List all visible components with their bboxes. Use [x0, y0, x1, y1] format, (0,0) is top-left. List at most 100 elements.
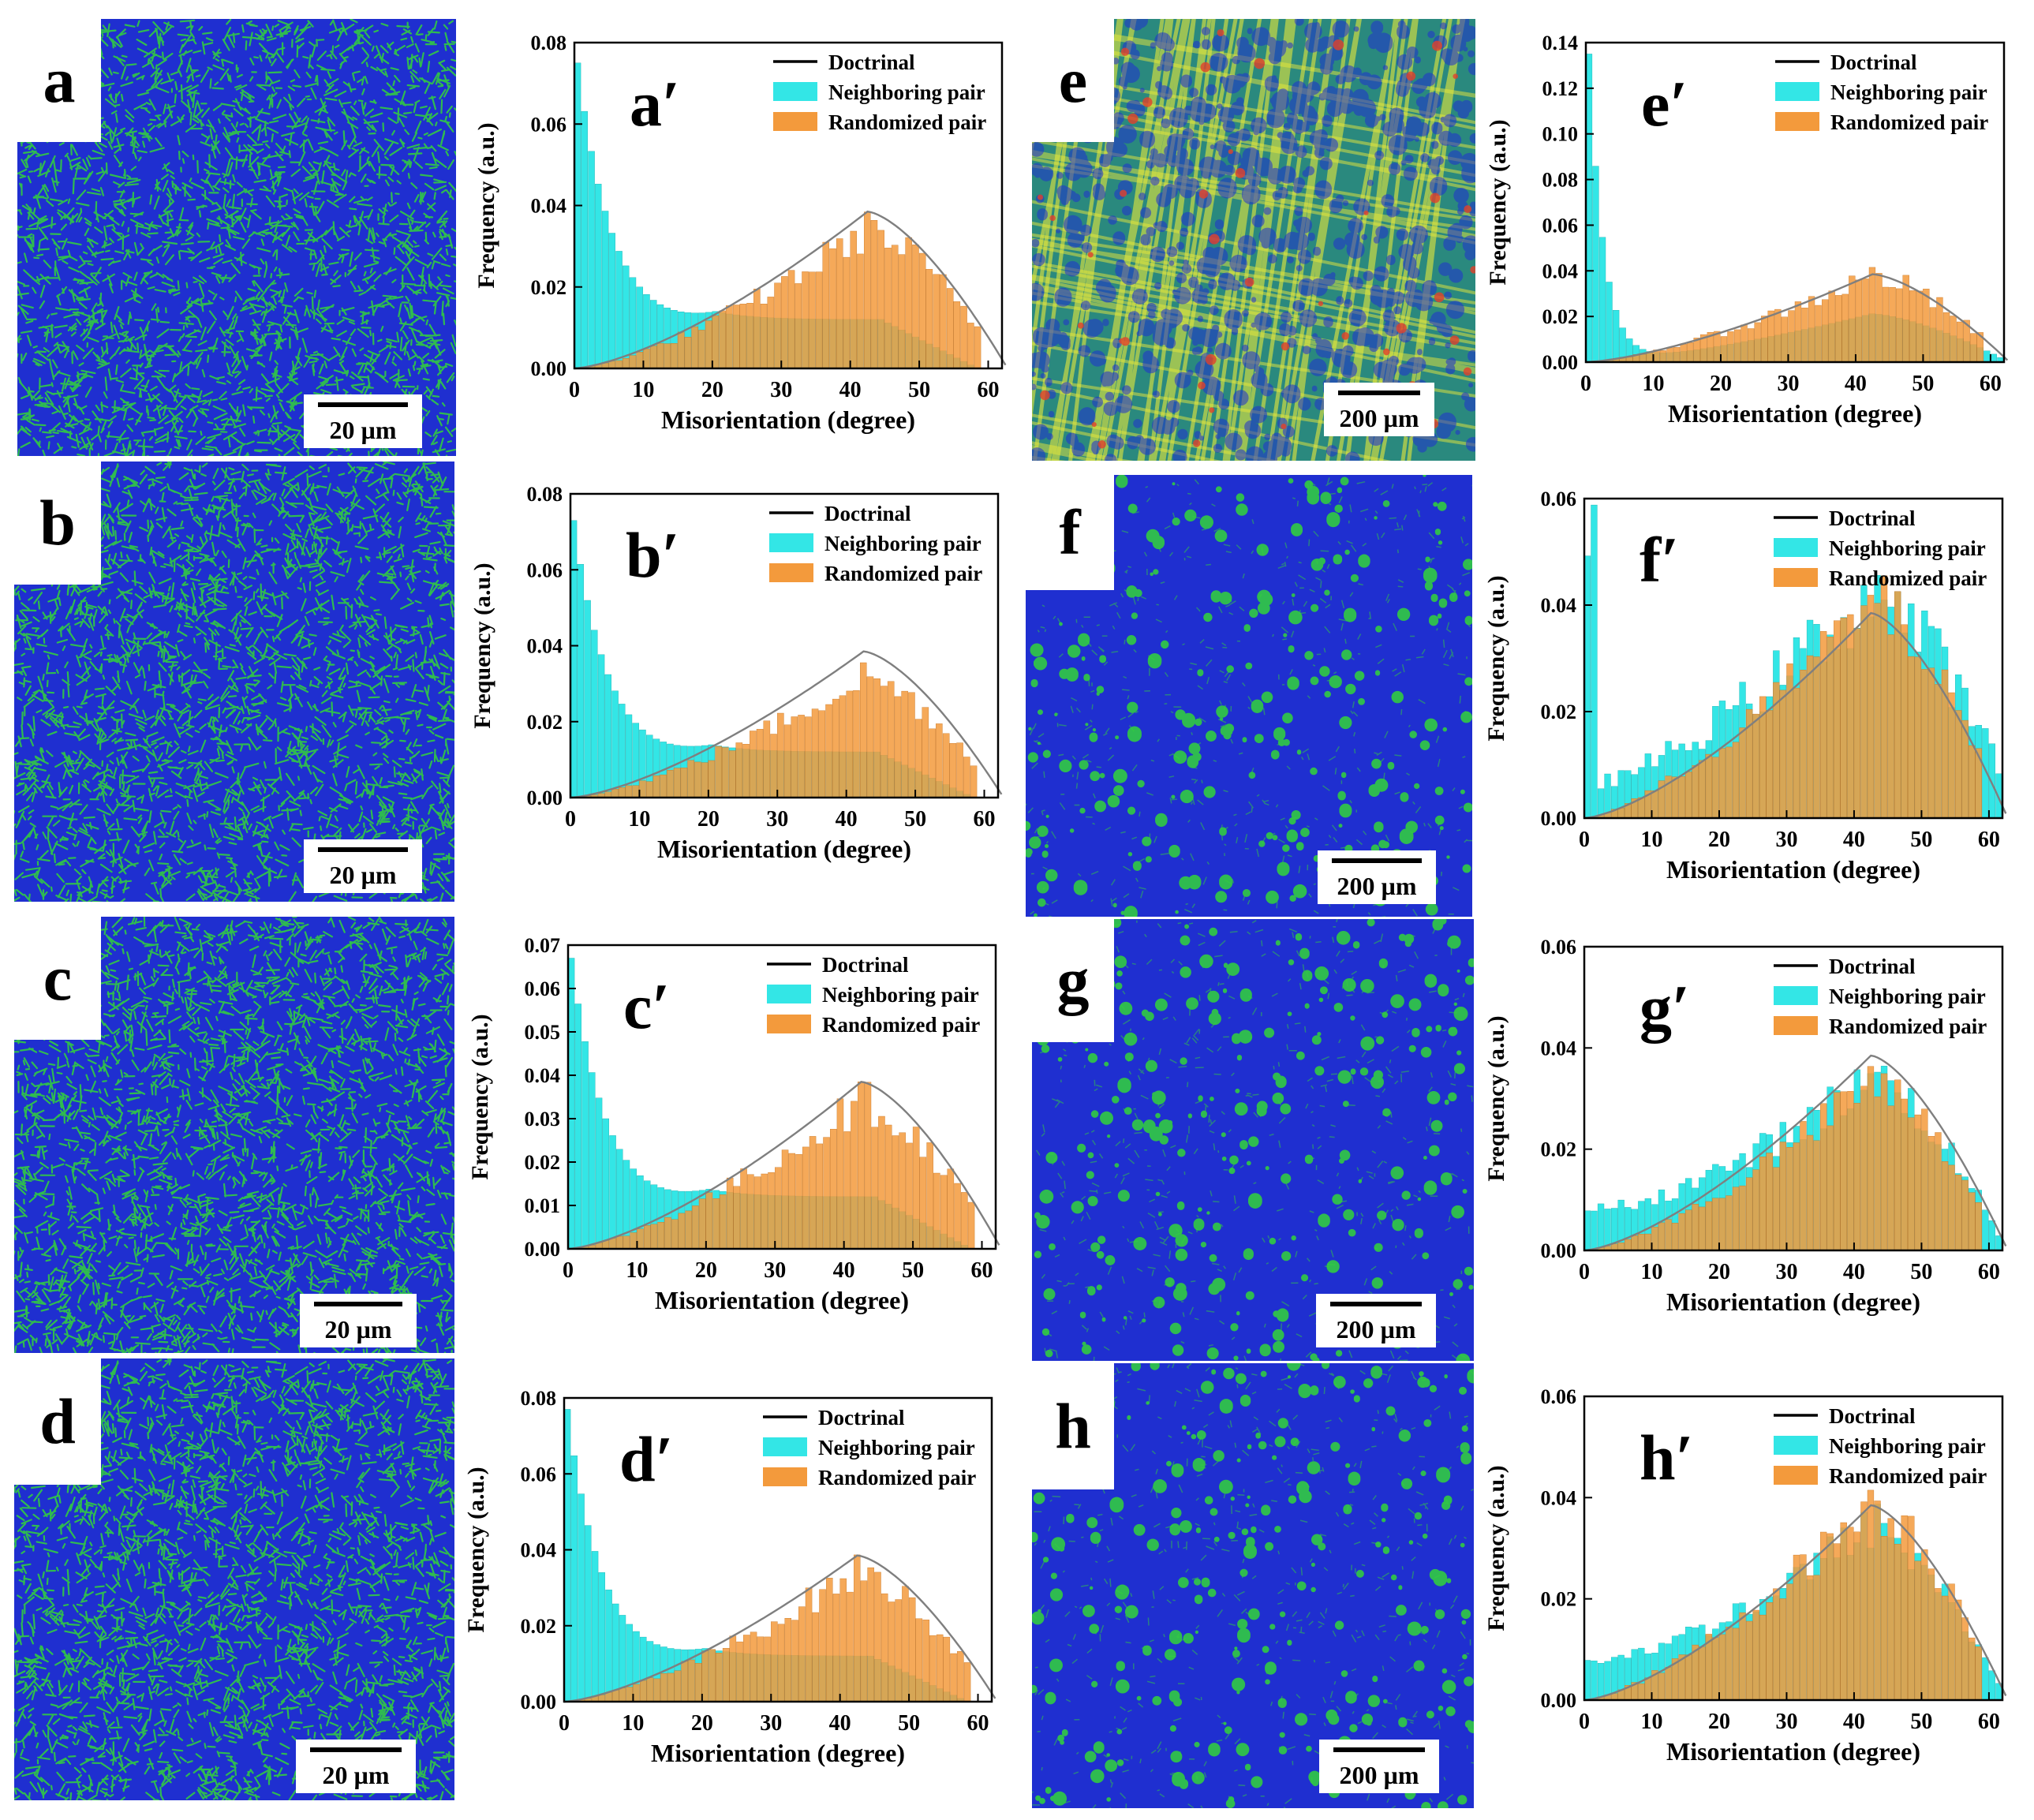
scale-bar-label: 20 µm — [324, 1315, 392, 1344]
randomized-bar — [933, 1172, 940, 1250]
randomized-bar — [1631, 1235, 1638, 1251]
randomized-bar — [892, 1135, 899, 1250]
randomized-bar — [1969, 1637, 1976, 1701]
randomized-bar — [1705, 753, 1712, 819]
randomized-bar — [671, 343, 678, 369]
neighboring-bar — [1982, 1657, 1989, 1701]
x-tick-label: 30 — [760, 1711, 782, 1736]
doctrinal-curve — [1583, 611, 2007, 820]
randomized-bar — [1693, 338, 1700, 363]
randomized-bar — [1699, 1646, 1706, 1701]
randomized-bar — [1673, 347, 1681, 363]
randomized-bar — [1894, 591, 1901, 819]
x-tick-label: 20 — [1708, 1260, 1730, 1284]
legend-label: Neighboring pair — [1829, 985, 1986, 1008]
x-tick-label: 60 — [1978, 1260, 2000, 1284]
legend-swatch — [1775, 112, 1819, 131]
randomized-bar — [1665, 1667, 1672, 1701]
randomized-bar — [645, 781, 653, 798]
legend-swatch — [767, 985, 811, 1003]
randomized-bar — [963, 757, 970, 798]
randomized-bar — [1927, 1136, 1935, 1251]
randomized-bar — [818, 710, 826, 798]
randomized-bar — [1882, 286, 1890, 363]
randomized-bar — [864, 211, 871, 369]
legend-label: Neighboring pair — [822, 983, 979, 1007]
randomized-bar — [1867, 595, 1875, 819]
neighboring-bar — [588, 1072, 596, 1250]
randomized-bar — [925, 269, 933, 369]
x-tick-label: 20 — [701, 378, 723, 402]
randomized-bar — [736, 1641, 743, 1702]
randomized-bar — [1935, 1588, 1942, 1701]
randomized-bar — [1901, 1098, 1908, 1251]
x-tick-label: 10 — [1640, 1710, 1662, 1734]
randomized-bar — [1740, 324, 1748, 363]
randomized-bar — [1853, 1103, 1860, 1251]
randomized-bar — [630, 1232, 637, 1250]
x-tick-label: 60 — [978, 378, 1000, 402]
randomized-bar — [1902, 275, 1909, 363]
legend-label: Doctrinal — [818, 1406, 905, 1429]
randomized-bar — [929, 1635, 937, 1702]
x-tick-label: 10 — [1640, 1260, 1662, 1284]
randomized-bar — [1720, 336, 1728, 363]
randomized-bar — [825, 704, 832, 798]
legend-swatch — [1774, 538, 1818, 557]
neighboring-bar — [1591, 1661, 1598, 1701]
randomized-bar — [1746, 1177, 1753, 1251]
randomized-bar — [685, 1210, 692, 1250]
randomized-bar — [1806, 1575, 1814, 1701]
randomized-bar — [1948, 1583, 1955, 1701]
neighboring-bar — [601, 211, 609, 369]
randomized-bar — [652, 775, 660, 798]
neighboring-bar — [1988, 1220, 1996, 1251]
randomized-bar — [894, 696, 902, 798]
randomized-bar — [798, 1606, 806, 1702]
randomized-bar — [1942, 312, 1950, 363]
randomized-bar — [798, 715, 805, 798]
legend-label: Randomized pair — [1829, 1464, 1987, 1488]
randomized-bar — [1921, 669, 1928, 819]
randomized-bar — [1726, 1627, 1733, 1701]
randomized-bar — [1800, 670, 1807, 819]
randomized-bar — [1826, 1533, 1834, 1701]
randomized-bar — [1692, 765, 1699, 819]
randomized-bar — [1868, 267, 1876, 363]
randomized-bar — [623, 1235, 630, 1250]
y-tick-label: 0.00 — [1541, 807, 1577, 830]
randomized-bar — [846, 690, 854, 798]
x-tick-label: 20 — [697, 807, 720, 832]
randomized-bar — [1969, 1192, 1976, 1251]
doctrinal-curve — [1583, 1054, 2007, 1252]
randomized-bar — [963, 1662, 971, 1702]
randomized-bar — [1659, 350, 1667, 363]
randomized-bar — [720, 1194, 727, 1250]
randomized-bar — [922, 1620, 929, 1702]
neighboring-bar — [581, 110, 588, 369]
randomized-bar — [1880, 575, 1888, 819]
randomized-bar — [1860, 1086, 1868, 1251]
legend-label: Doctrinal — [822, 953, 909, 977]
y-tick-label: 0.06 — [1542, 214, 1579, 237]
panel-label-a: a — [17, 19, 101, 142]
y-tick-label: 0.12 — [1542, 77, 1579, 100]
x-axis-label: Misorientation (degree) — [657, 835, 911, 863]
neighboring-bar — [622, 265, 630, 369]
legend-label: Doctrinal — [824, 502, 911, 525]
randomized-bar — [1779, 690, 1786, 819]
randomized-bar — [757, 1636, 765, 1702]
neighboring-bar — [590, 630, 598, 798]
randomized-bar — [664, 343, 671, 369]
y-tick-label: 0.06 — [531, 113, 567, 136]
randomized-bar — [598, 1695, 605, 1702]
randomized-bar — [1687, 342, 1694, 363]
randomized-bar — [1739, 1612, 1746, 1701]
randomized-bar — [1658, 1672, 1666, 1701]
randomized-bar — [715, 746, 722, 798]
randomized-bar — [671, 1219, 679, 1250]
randomized-bar — [667, 770, 674, 798]
x-tick-label: 50 — [898, 1711, 920, 1736]
legend-label: Neighboring pair — [818, 1436, 975, 1459]
